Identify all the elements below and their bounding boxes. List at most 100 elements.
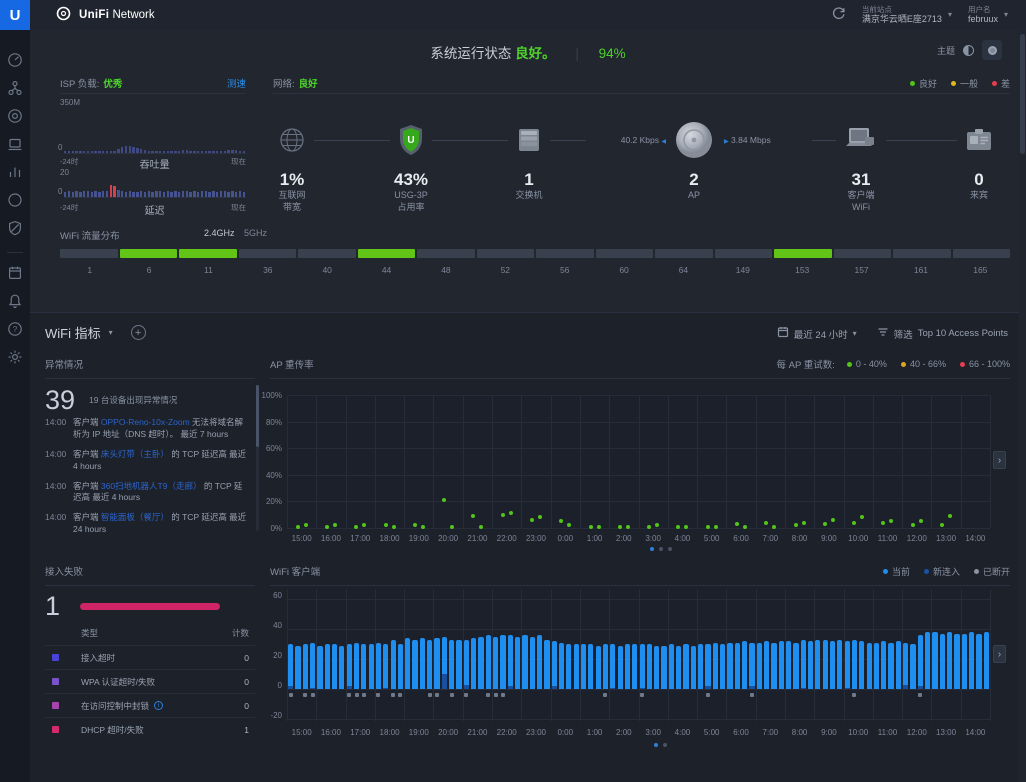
sidebar-item-statistics[interactable] bbox=[0, 160, 30, 188]
access-point-icon bbox=[667, 120, 721, 160]
internet-node[interactable]: 1% 互联网 带宽 bbox=[244, 110, 340, 213]
chart-next-button[interactable]: › bbox=[993, 645, 1006, 663]
client-link[interactable]: 智能面板（餐厅） bbox=[100, 512, 169, 523]
retry-data-point bbox=[743, 524, 748, 529]
failures-count: 1 bbox=[45, 591, 61, 621]
unifi-ap-logo-icon bbox=[56, 6, 71, 24]
guests-node[interactable]: 0 来宾 bbox=[931, 110, 1026, 202]
anomaly-item[interactable]: 14:00 客户端 床头灯带（主卧） 的 TCP 延迟高 最近 4 hours bbox=[45, 448, 247, 471]
throughput-axis-zero: 0 bbox=[58, 143, 63, 152]
sidebar: U bbox=[0, 0, 30, 782]
client-link[interactable]: 360扫地机器人T9（走廊） bbox=[100, 480, 202, 491]
retry-data-point bbox=[948, 514, 953, 519]
sidebar-item-clients[interactable] bbox=[0, 132, 30, 160]
light-theme-icon[interactable] bbox=[963, 44, 974, 56]
client-link[interactable]: OPPO-Reno-10x-Zoom bbox=[100, 417, 190, 427]
sidebar-item-settings[interactable] bbox=[0, 345, 30, 373]
retry-data-point bbox=[684, 524, 689, 529]
anomaly-item[interactable]: 14:00 客户端 OPPO-Reno-10x-Zoom 无法将域名解析为 IP … bbox=[45, 417, 244, 439]
retry-data-point bbox=[596, 524, 601, 529]
channel-label: 157 bbox=[854, 265, 869, 275]
client-link[interactable]: 床头灯带（主卧） bbox=[100, 448, 169, 459]
retry-data-point bbox=[537, 515, 542, 520]
band-2-4ghz-label[interactable]: 2.4GHz bbox=[204, 228, 235, 238]
main-content: 系统运行状态 良好。 | 94% 主题 ISP 负载: 优秀 测速 网络: 良好… bbox=[30, 30, 1026, 782]
sidebar-item-devices[interactable] bbox=[0, 104, 30, 132]
retry-legend-item: 66 - 100% bbox=[959, 359, 1010, 369]
question-icon: ? bbox=[7, 321, 23, 342]
sidebar-item-threat-management[interactable] bbox=[0, 216, 30, 244]
add-metric-button[interactable]: + bbox=[130, 325, 146, 340]
chart-pager[interactable] bbox=[654, 743, 667, 747]
retry-data-point bbox=[852, 520, 857, 525]
wifi-metrics-title[interactable]: WiFi 指标 bbox=[45, 326, 101, 341]
anomaly-item[interactable]: 14:00 客户端 360扫地机器人T9（走廊） 的 TCP 延迟高 最近 4 h… bbox=[45, 480, 243, 503]
retry-data-point bbox=[362, 523, 367, 528]
page-scrollbar[interactable] bbox=[1019, 30, 1026, 782]
retry-data-point bbox=[303, 523, 308, 528]
chart-next-button[interactable]: › bbox=[993, 451, 1006, 469]
channel-label: 36 bbox=[263, 265, 273, 275]
upload-arrow-icon: ▶ bbox=[724, 139, 729, 145]
network-value: 良好 bbox=[298, 79, 318, 90]
ap-node[interactable]: 2 AP bbox=[646, 110, 742, 202]
retry-data-point bbox=[295, 524, 300, 529]
refresh-icon[interactable] bbox=[831, 5, 846, 25]
channel-segment bbox=[417, 249, 475, 258]
anomaly-item[interactable]: 14:00 客户端 智能面板（餐厅） 的 TCP 延迟高 最近 24 hours bbox=[45, 512, 247, 535]
throughput-axis-max: 350M bbox=[60, 98, 81, 107]
ap-count: 2 bbox=[689, 170, 699, 189]
time-end-label: 现在 bbox=[231, 157, 246, 166]
time-range-selector[interactable]: 最近 24 小时 ▾ bbox=[777, 326, 857, 341]
anomalies-caption: 19 台设备出现异常情况 bbox=[89, 394, 178, 405]
circle-icon bbox=[7, 192, 23, 213]
wifi-clients-panel-header: WiFi 客户端 当前 新连入 已断开 bbox=[270, 564, 1010, 586]
retry-data-point bbox=[588, 524, 593, 529]
band-5ghz-label[interactable]: 5GHz bbox=[244, 228, 268, 238]
retry-data-point bbox=[735, 522, 740, 526]
filter-selector[interactable]: 筛选 Top 10 Access Points bbox=[877, 326, 1008, 341]
gateway-node[interactable]: U 43% USG-3P 占用率 bbox=[363, 110, 459, 213]
anomaly-list-scrollbar[interactable] bbox=[256, 385, 259, 531]
site-selector[interactable]: 当前站点 满京华云晒E座2713 ▾ bbox=[862, 5, 952, 25]
svg-text:U: U bbox=[407, 135, 414, 146]
time-start-label: -24时 bbox=[60, 157, 79, 166]
channel-label: 1 bbox=[87, 265, 93, 275]
clients-node[interactable]: 31 客户端 WiFi bbox=[813, 110, 909, 213]
dark-theme-button[interactable] bbox=[982, 40, 1002, 60]
ubiquiti-logo[interactable]: U bbox=[0, 0, 30, 30]
sidebar-item-help[interactable]: ? bbox=[0, 317, 30, 345]
failures-col-type: 类型 bbox=[81, 628, 99, 638]
sidebar-item-alerts[interactable] bbox=[0, 289, 30, 317]
chart-pager[interactable] bbox=[650, 547, 672, 551]
sidebar-item-events[interactable] bbox=[0, 261, 30, 289]
devices-icon bbox=[7, 108, 23, 129]
divider bbox=[60, 93, 246, 94]
retry-legend-item: 40 - 66% bbox=[900, 359, 946, 369]
speedtest-link[interactable]: 测速 bbox=[226, 79, 246, 90]
channel-label: 40 bbox=[322, 265, 332, 275]
info-icon[interactable]: i bbox=[154, 701, 164, 710]
retry-data-point bbox=[822, 522, 827, 526]
switch-node[interactable]: 1 交换机 bbox=[481, 110, 577, 202]
retry-data-point bbox=[910, 523, 915, 528]
sidebar-item-topology[interactable] bbox=[0, 76, 30, 104]
retry-data-point bbox=[508, 511, 513, 516]
latency-axis-max: 20 bbox=[60, 168, 69, 177]
retry-legend-item: 0 - 40% bbox=[846, 359, 887, 369]
internet-bandwidth-value: 1% bbox=[279, 170, 305, 189]
sidebar-item-map[interactable] bbox=[0, 188, 30, 216]
site-value: 满京华云晒E座2713 bbox=[861, 14, 942, 25]
divider bbox=[273, 93, 1010, 94]
channel-segment bbox=[952, 249, 1010, 258]
retry-data-point bbox=[889, 519, 894, 524]
ap-download-rate: 40.2 Kbps ◀ bbox=[586, 135, 670, 145]
anomaly-list: 14:00 客户端 OPPO-Reno-10x-Zoom 无法将域名解析为 IP … bbox=[45, 417, 249, 544]
channel-segment bbox=[536, 249, 594, 258]
channel-label: 56 bbox=[559, 265, 570, 275]
throughput-caption: 吞吐量 bbox=[139, 160, 170, 171]
bar-chart-icon bbox=[7, 164, 23, 185]
user-selector[interactable]: 用户名 februux ▾ bbox=[968, 5, 1008, 25]
sidebar-item-dashboard[interactable] bbox=[0, 48, 30, 76]
